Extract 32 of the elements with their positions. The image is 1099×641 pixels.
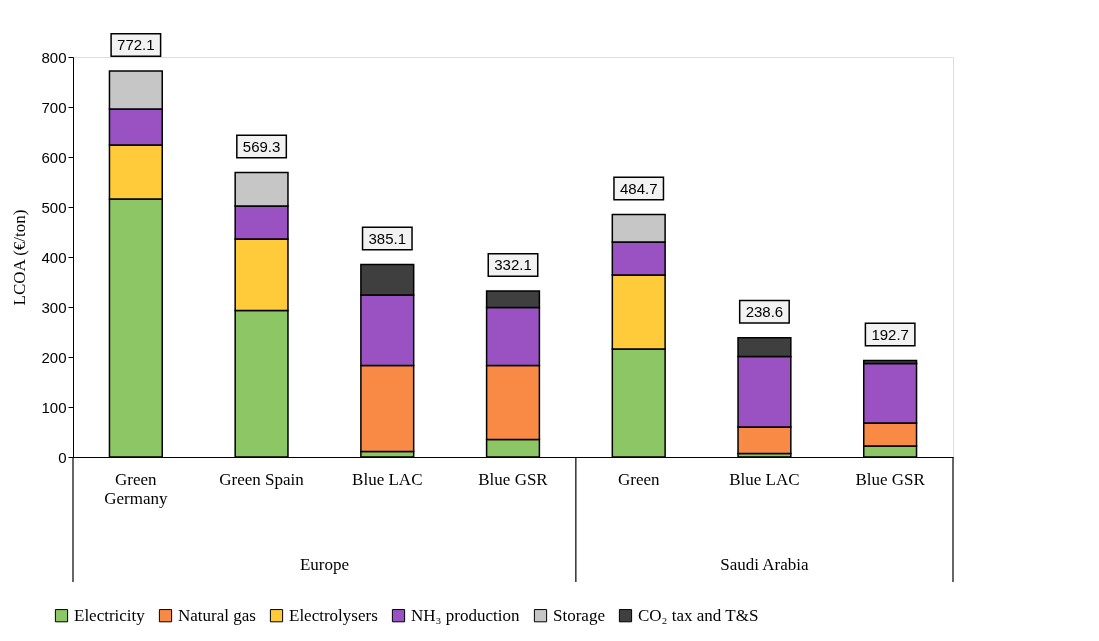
y-tick-label: 500	[41, 198, 67, 216]
x-tick-label: Green Spain	[219, 469, 305, 489]
legend-label: CO₂ tax and T&S	[638, 605, 759, 625]
y-axis-title: LCOA (€/ton)	[10, 209, 30, 306]
x-tick-label: Blue LAC	[729, 469, 800, 489]
y-tick-label: 100	[41, 398, 67, 416]
x-tick-label: Blue LAC	[352, 469, 423, 489]
x-tick-label: Blue GSR	[855, 469, 926, 489]
total-label: 192.7	[871, 325, 909, 343]
y-tick-label: 800	[41, 48, 67, 66]
total-label: 772.1	[117, 36, 155, 53]
y-tick-label: 700	[41, 98, 67, 116]
y-tick-label: 200	[41, 348, 67, 366]
total-label: 238.6	[745, 302, 784, 320]
legend-label: Storage	[553, 605, 605, 625]
total-label: 484.7	[619, 179, 658, 197]
legend-label: Electricity	[74, 605, 146, 625]
total-label: 385.1	[368, 229, 407, 247]
y-tick-label: 0	[58, 448, 67, 466]
x-tick-label: Green	[617, 469, 660, 489]
x-tick-label: Green Germany	[104, 469, 168, 508]
total-label: 332.1	[494, 256, 532, 273]
legend-label: NH₃ production	[411, 605, 520, 625]
total-label: 569.3	[242, 137, 281, 155]
y-tick-label: 300	[41, 298, 67, 316]
legend-label: Natural gas	[178, 605, 256, 625]
y-tick-label: 400	[41, 248, 67, 266]
y-tick-label: 600	[41, 148, 67, 166]
x-tick-label: Blue GSR	[478, 469, 549, 489]
legend-label: Electrolysers	[289, 605, 378, 625]
text: Europe	[299, 555, 349, 574]
text: Saudi Arabia	[720, 555, 810, 574]
